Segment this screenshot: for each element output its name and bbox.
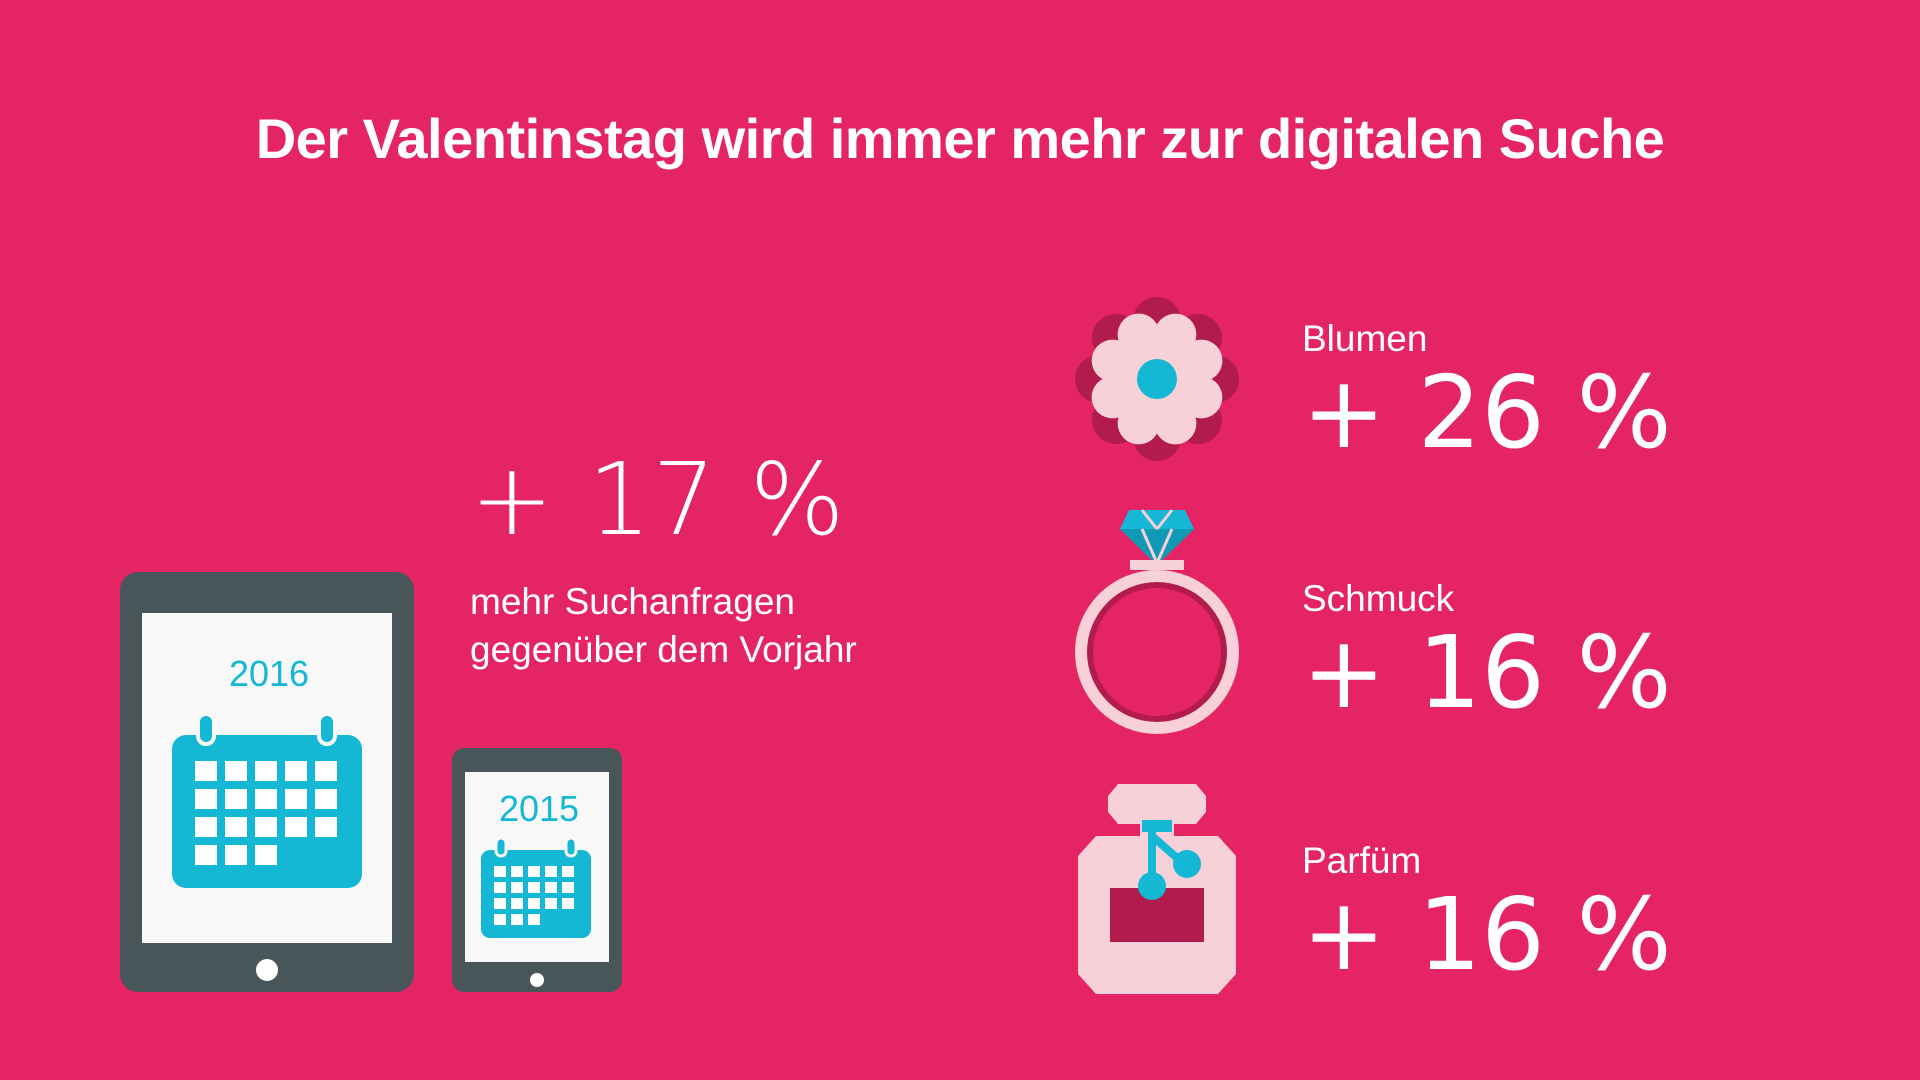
perfume-icon <box>1078 784 1236 994</box>
main-stat: + 17 % mehr Suchanfragen gegenüber dem V… <box>470 450 857 674</box>
category-value: + 16 % <box>1302 876 1672 993</box>
phone-year: 2015 <box>499 788 579 829</box>
category-label: Blumen <box>1302 318 1428 359</box>
main-stat-value: + 17 % <box>470 441 846 558</box>
main-stat-description: mehr Suchanfragen gegenüber dem Vorjahr <box>470 578 857 674</box>
category-label: Parfüm <box>1302 840 1422 881</box>
category-blumen: Blumen + 26 % <box>1302 320 1672 463</box>
page-title: Der Valentinstag wird immer mehr zur dig… <box>255 107 1665 170</box>
main-stat-description-line2: gegenüber dem Vorjahr <box>470 629 857 670</box>
category-schmuck: Schmuck + 16 % <box>1302 580 1672 723</box>
phone-calendar-icon: 2015 <box>452 748 622 992</box>
category-value: + 16 % <box>1302 614 1672 731</box>
main-stat-description-line1: mehr Suchanfragen <box>470 581 795 622</box>
tablet-year: 2016 <box>229 653 309 694</box>
tablet-calendar-icon: 2016 <box>120 572 414 992</box>
category-parfuem: Parfüm + 16 % <box>1302 842 1672 985</box>
category-value: + 26 % <box>1302 354 1672 471</box>
flower-icon <box>1075 297 1239 461</box>
ring-icon <box>1075 509 1239 734</box>
category-label: Schmuck <box>1302 578 1455 619</box>
